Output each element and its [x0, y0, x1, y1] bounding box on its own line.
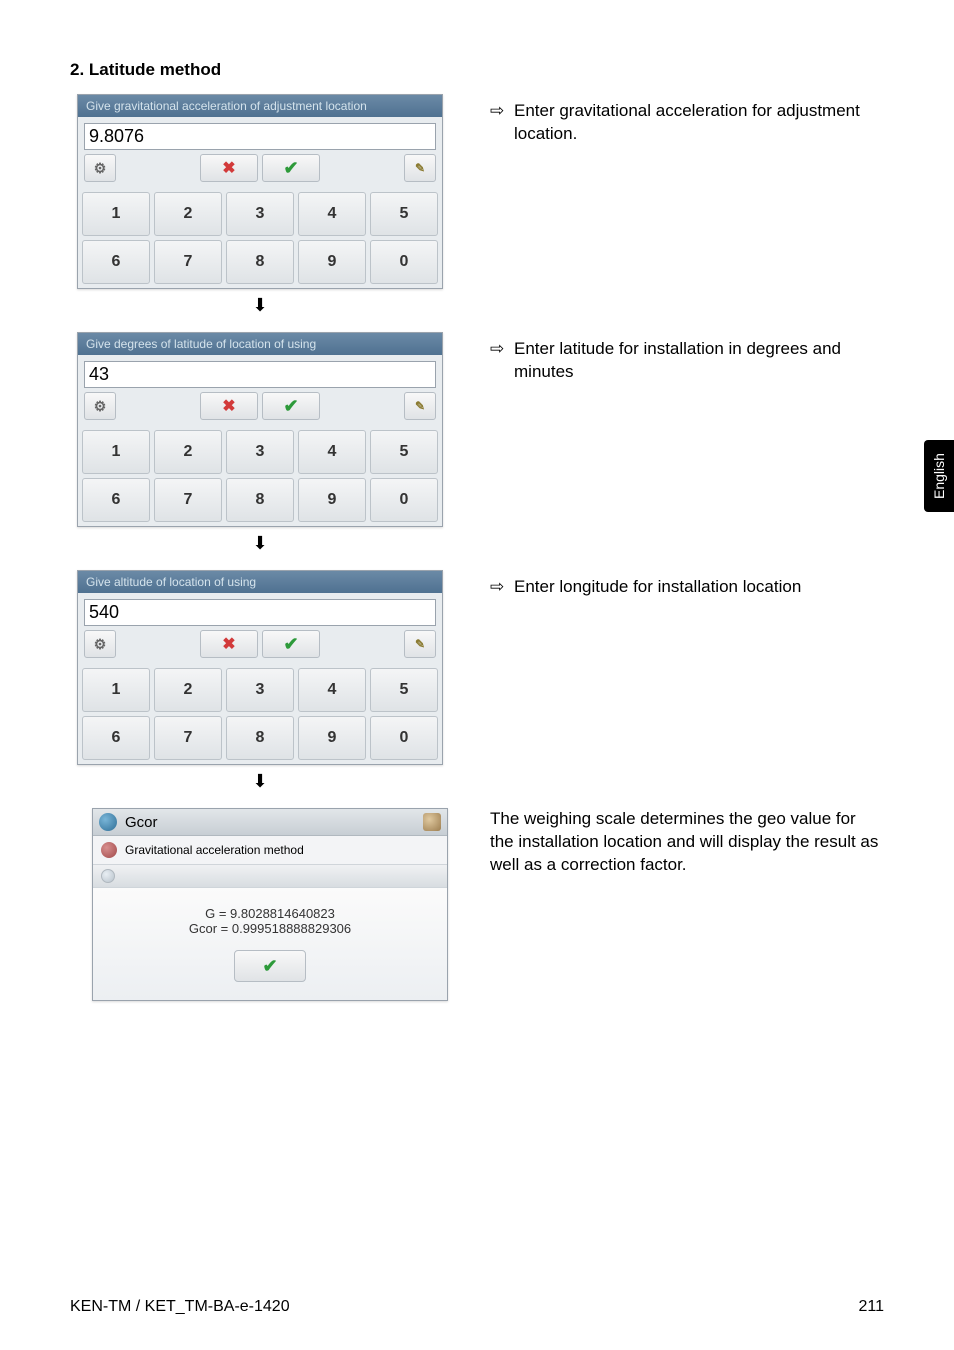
key-8[interactable]: 8 — [226, 478, 294, 522]
method-label: Gravitational acceleration method — [125, 843, 304, 857]
key-3[interactable]: 3 — [226, 192, 294, 236]
key-6[interactable]: 6 — [82, 478, 150, 522]
gravity-desc: Enter gravitational acceleration for adj… — [514, 100, 884, 146]
settings-icon[interactable]: ⚙ — [84, 630, 116, 658]
latitude-desc: Enter latitude for installation in degre… — [514, 338, 884, 384]
key-0[interactable]: 0 — [370, 478, 438, 522]
arrow-down-icon: ⬇ — [252, 533, 267, 554]
bullet-arrow-icon: ⇨ — [490, 338, 514, 384]
image-icon — [423, 813, 441, 831]
key-9[interactable]: 9 — [298, 716, 366, 760]
key-2[interactable]: 2 — [154, 430, 222, 474]
key-7[interactable]: 7 — [154, 478, 222, 522]
latitude-input[interactable]: 43 — [84, 361, 436, 388]
altitude-desc: Enter longitude for installation locatio… — [514, 576, 801, 599]
result-title: Gcor — [125, 814, 158, 831]
globe-icon — [99, 813, 117, 831]
result-line-gcor: Gcor = 0.999518888829306 — [103, 921, 437, 936]
arrow-down-icon: ⬇ — [252, 771, 267, 792]
altitude-dialog-title: Give altitude of location of using — [78, 571, 442, 593]
settings-icon[interactable]: ⚙ — [84, 154, 116, 182]
edit-icon[interactable]: ✎ — [404, 154, 436, 182]
footer-page-number: 211 — [858, 1298, 884, 1316]
key-5[interactable]: 5 — [370, 430, 438, 474]
key-9[interactable]: 9 — [298, 240, 366, 284]
key-6[interactable]: 6 — [82, 240, 150, 284]
key-2[interactable]: 2 — [154, 192, 222, 236]
key-0[interactable]: 0 — [370, 716, 438, 760]
ok-button[interactable]: ✔ — [262, 154, 320, 182]
key-1[interactable]: 1 — [82, 192, 150, 236]
key-8[interactable]: 8 — [226, 716, 294, 760]
result-dialog: Gcor Gravitational acceleration method G… — [92, 808, 448, 1001]
footer-doc-id: KEN-TM / KET_TM-BA-e-1420 — [70, 1298, 290, 1316]
result-desc: The weighing scale determines the geo va… — [490, 809, 878, 874]
bullet-arrow-icon: ⇨ — [490, 100, 514, 146]
edit-icon[interactable]: ✎ — [404, 630, 436, 658]
key-4[interactable]: 4 — [298, 430, 366, 474]
confirm-button[interactable]: ✔ — [234, 950, 306, 982]
gravity-dialog-title: Give gravitational acceleration of adjus… — [78, 95, 442, 117]
keypad-grid: 1 2 3 4 5 6 7 8 9 0 — [78, 188, 442, 288]
key-2[interactable]: 2 — [154, 668, 222, 712]
edit-icon[interactable]: ✎ — [404, 392, 436, 420]
gravity-input[interactable]: 9.8076 — [84, 123, 436, 150]
latitude-dialog-title: Give degrees of latitude of location of … — [78, 333, 442, 355]
method-icon — [101, 842, 117, 858]
key-5[interactable]: 5 — [370, 668, 438, 712]
ok-button[interactable]: ✔ — [262, 630, 320, 658]
cancel-button[interactable]: ✖ — [200, 154, 258, 182]
result-line-g: G = 9.8028814640823 — [103, 906, 437, 921]
result-toolbar — [93, 865, 447, 888]
key-7[interactable]: 7 — [154, 240, 222, 284]
key-1[interactable]: 1 — [82, 430, 150, 474]
section-title: 2. Latitude method — [70, 60, 884, 80]
altitude-dialog: Give altitude of location of using 540 ⚙… — [77, 570, 443, 765]
keypad-grid: 1 2 3 4 5 6 7 8 9 0 — [78, 664, 442, 764]
key-4[interactable]: 4 — [298, 668, 366, 712]
gravity-dialog: Give gravitational acceleration of adjus… — [77, 94, 443, 289]
settings-icon[interactable]: ⚙ — [84, 392, 116, 420]
key-5[interactable]: 5 — [370, 192, 438, 236]
language-tab[interactable]: English — [924, 440, 954, 512]
keypad-grid: 1 2 3 4 5 6 7 8 9 0 — [78, 426, 442, 526]
key-3[interactable]: 3 — [226, 668, 294, 712]
bullet-arrow-icon: ⇨ — [490, 576, 514, 599]
key-1[interactable]: 1 — [82, 668, 150, 712]
key-4[interactable]: 4 — [298, 192, 366, 236]
cancel-button[interactable]: ✖ — [200, 392, 258, 420]
ok-button[interactable]: ✔ — [262, 392, 320, 420]
arrow-down-icon: ⬇ — [252, 295, 267, 316]
key-0[interactable]: 0 — [370, 240, 438, 284]
key-7[interactable]: 7 — [154, 716, 222, 760]
cancel-button[interactable]: ✖ — [200, 630, 258, 658]
latitude-dialog: Give degrees of latitude of location of … — [77, 332, 443, 527]
key-6[interactable]: 6 — [82, 716, 150, 760]
key-9[interactable]: 9 — [298, 478, 366, 522]
key-8[interactable]: 8 — [226, 240, 294, 284]
key-3[interactable]: 3 — [226, 430, 294, 474]
altitude-input[interactable]: 540 — [84, 599, 436, 626]
